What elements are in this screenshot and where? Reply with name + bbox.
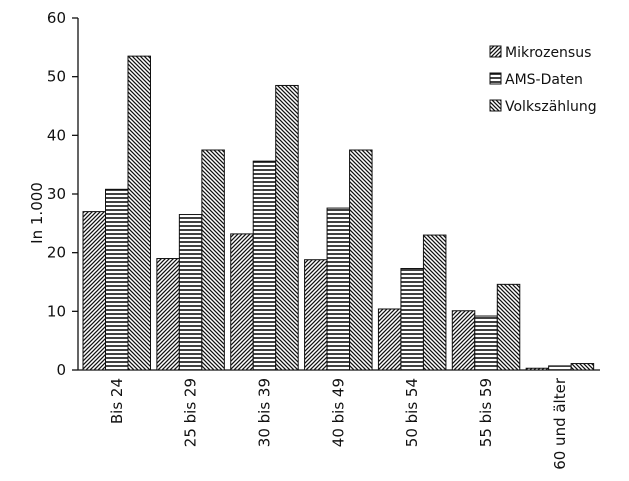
bar-volksz-hlung bbox=[127, 55, 151, 371]
bar-mikrozensus bbox=[525, 367, 550, 371]
y-axis-title: In 1.000 bbox=[28, 182, 46, 244]
bar-mikrozensus bbox=[82, 211, 106, 371]
bar-volksz-hlung bbox=[275, 84, 299, 371]
category-labels: Bis 24 25 bis 29 30 bis 39 40 bis 49 50 bis … bbox=[108, 377, 569, 470]
bar-mikrozensus bbox=[451, 310, 476, 371]
bar-mikrozensus bbox=[230, 233, 254, 371]
legend-swatch bbox=[489, 45, 502, 58]
bar-ams-daten bbox=[252, 160, 277, 371]
legend: Mikrozensus AMS-Daten Volkszählung bbox=[489, 45, 597, 115]
legend-label: Mikrozensus bbox=[505, 45, 591, 61]
category-label: Bis 24 bbox=[108, 378, 126, 424]
bar-volksz-hlung bbox=[570, 363, 595, 371]
category-label: 60 und älter bbox=[551, 377, 569, 470]
legend-swatch bbox=[489, 72, 502, 85]
legend-swatch bbox=[489, 99, 502, 112]
y-tick-label: 60 bbox=[47, 9, 66, 27]
bar-mikrozensus bbox=[304, 259, 328, 371]
legend-label: Volkszählung bbox=[505, 99, 597, 115]
bar-ams-daten bbox=[400, 268, 424, 371]
bar-mikrozensus bbox=[156, 258, 180, 371]
bar-ams-daten bbox=[548, 365, 572, 371]
bar-ams-daten bbox=[178, 214, 203, 371]
bar-ams-daten bbox=[105, 188, 129, 371]
y-tick-label: 50 bbox=[47, 68, 66, 86]
bar-volksz-hlung bbox=[496, 283, 521, 371]
legend-label: AMS-Daten bbox=[505, 72, 583, 88]
category-label: 50 bis 54 bbox=[403, 378, 421, 447]
y-tick-label: 0 bbox=[56, 361, 66, 379]
y-tick-label: 30 bbox=[47, 185, 66, 203]
y-axis: 0 10 20 30 40 50 60 bbox=[47, 9, 79, 379]
y-tick-label: 40 bbox=[47, 126, 66, 144]
bar-mikrozensus bbox=[377, 308, 402, 371]
bar-volksz-hlung bbox=[201, 149, 225, 371]
category-label: 25 bis 29 bbox=[182, 378, 200, 447]
category-label: 40 bis 49 bbox=[329, 378, 347, 447]
y-tick-label: 20 bbox=[47, 244, 66, 262]
category-label: 30 bis 39 bbox=[255, 378, 273, 447]
bar-ams-daten bbox=[474, 315, 498, 371]
bars bbox=[82, 55, 595, 371]
category-label: 55 bis 59 bbox=[477, 378, 495, 447]
bar-volksz-hlung bbox=[422, 234, 447, 371]
bar-volksz-hlung bbox=[349, 149, 373, 371]
bar-ams-daten bbox=[326, 207, 351, 371]
y-tick-label: 10 bbox=[47, 302, 66, 320]
